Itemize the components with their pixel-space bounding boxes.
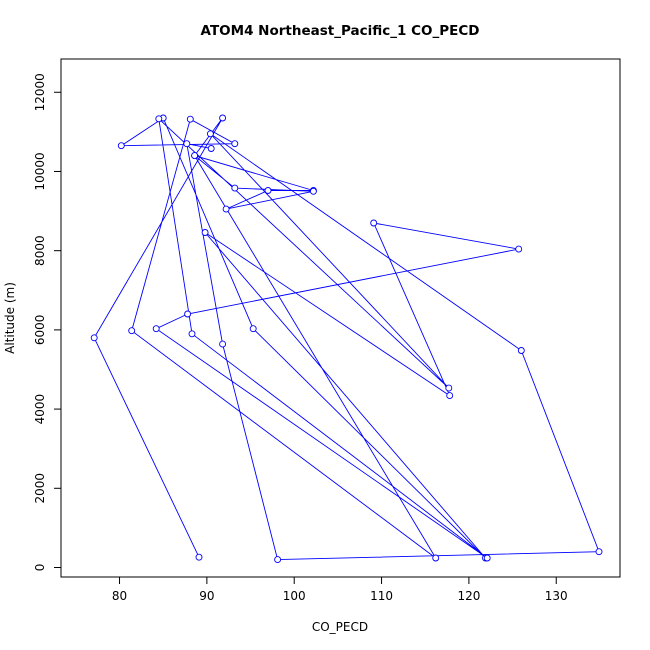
data-point [249, 325, 257, 333]
data-point [219, 340, 227, 348]
data-point [264, 187, 272, 194]
data-point [231, 184, 239, 192]
data-point [231, 140, 239, 148]
data-point [445, 384, 453, 392]
data-point [188, 330, 196, 338]
data-point [117, 142, 125, 150]
data-point [195, 553, 203, 561]
data-point [370, 219, 378, 227]
data-point [207, 145, 215, 152]
x-tick-label: 100 [283, 589, 306, 603]
x-tick-label: 80 [112, 589, 127, 603]
data-point [595, 548, 603, 556]
data-point [184, 310, 192, 318]
x-tick-label: 120 [457, 589, 480, 603]
y-tick-label: 6000 [33, 315, 47, 346]
data-point [152, 325, 160, 333]
y-tick-label: 10000 [33, 152, 47, 190]
plot-frame [60, 58, 621, 578]
y-tick-label: 8000 [33, 235, 47, 266]
data-point [206, 130, 214, 138]
y-tick-label: 0 [33, 564, 47, 572]
y-tick-label: 12000 [33, 73, 47, 111]
x-axis-label: CO_PECD [312, 620, 368, 634]
data-point [90, 334, 98, 342]
x-axis: 80 90 100 110 120 130 [112, 576, 568, 603]
series-path [93, 117, 600, 561]
data-point [222, 205, 230, 213]
x-tick-label: 110 [370, 589, 393, 603]
y-axis-label: Altitude (m) [3, 282, 17, 354]
data-point [274, 556, 282, 564]
data-point [201, 229, 209, 236]
data-point [432, 554, 440, 562]
y-tick-label: 2000 [33, 473, 47, 504]
chart-title: ATOM4 Northeast_Pacific_1 CO_PECD [201, 23, 480, 39]
data-point [309, 187, 317, 195]
data-point [191, 152, 199, 160]
data-point [219, 114, 227, 122]
data-point [186, 115, 194, 123]
data-point [446, 392, 454, 400]
data-point [483, 554, 491, 562]
series-line [90, 114, 603, 564]
data-point [183, 140, 191, 148]
x-tick-label: 130 [545, 589, 568, 603]
data-point [155, 115, 163, 123]
y-axis: 0 2000 4000 6000 8000 10000 12000 [33, 73, 62, 572]
data-point [515, 245, 523, 253]
x-tick-label: 90 [199, 589, 214, 603]
data-point [517, 347, 525, 354]
y-tick-label: 4000 [33, 394, 47, 425]
data-point [128, 327, 136, 335]
